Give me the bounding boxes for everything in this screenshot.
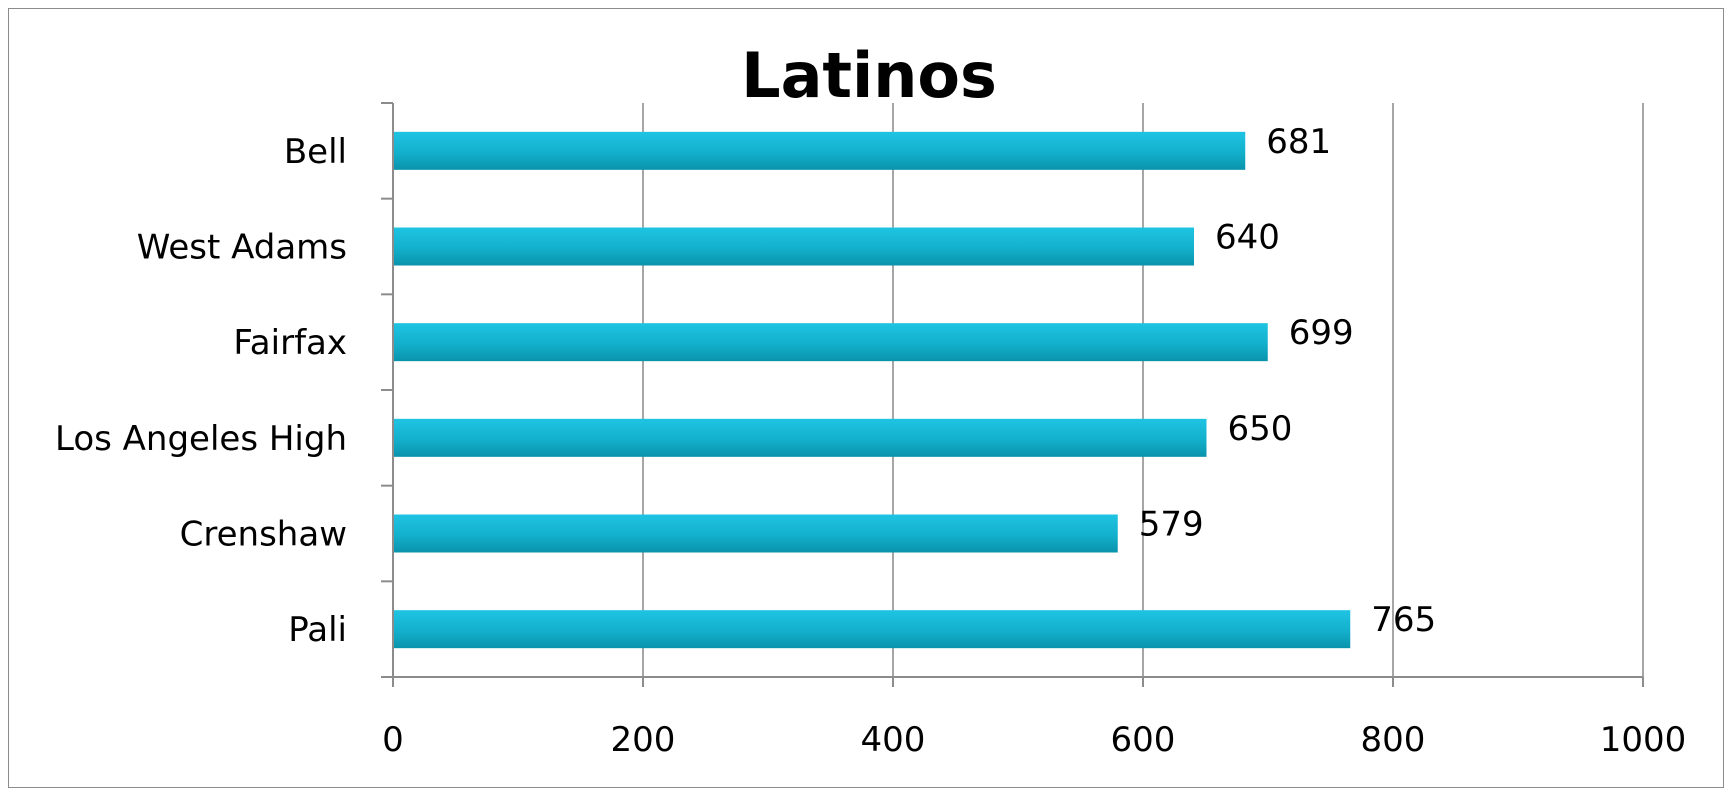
x-tick-label: 0 <box>382 720 404 760</box>
bar <box>394 418 1207 457</box>
category-label: Pali <box>288 610 347 650</box>
data-label: 681 <box>1266 122 1331 162</box>
bar <box>394 227 1194 266</box>
data-label: 579 <box>1139 505 1204 545</box>
data-label: 650 <box>1228 409 1293 449</box>
bars <box>394 131 1351 649</box>
category-label: Crenshaw <box>180 515 347 555</box>
bar <box>394 323 1268 362</box>
chart-frame: Latinos 0 200 400 600 800 1000 Bell 681 West Ada… <box>8 8 1724 788</box>
bar <box>394 610 1351 649</box>
x-tick-label: 1000 <box>1600 720 1687 760</box>
data-label: 640 <box>1215 218 1280 258</box>
bar-chart: Latinos 0 200 400 600 800 1000 Bell 681 West Ada… <box>55 39 1686 760</box>
axes <box>381 102 1644 687</box>
data-label: 699 <box>1289 313 1354 353</box>
x-tick-label: 600 <box>1111 720 1176 760</box>
gridlines <box>642 103 1644 677</box>
category-label: Fairfax <box>233 323 347 363</box>
data-label: 765 <box>1371 600 1436 640</box>
x-tick-label: 200 <box>611 720 676 760</box>
labels: 0 200 400 600 800 1000 Bell 681 West Adams 640 Fai… <box>55 122 1686 760</box>
category-label: West Adams <box>137 228 347 268</box>
category-label: Los Angeles High <box>55 419 347 459</box>
x-tick-label: 400 <box>861 720 926 760</box>
chart-title: Latinos <box>741 39 997 112</box>
bar <box>394 131 1246 170</box>
bar <box>394 514 1118 553</box>
x-tick-label: 800 <box>1361 720 1426 760</box>
category-label: Bell <box>284 132 347 172</box>
